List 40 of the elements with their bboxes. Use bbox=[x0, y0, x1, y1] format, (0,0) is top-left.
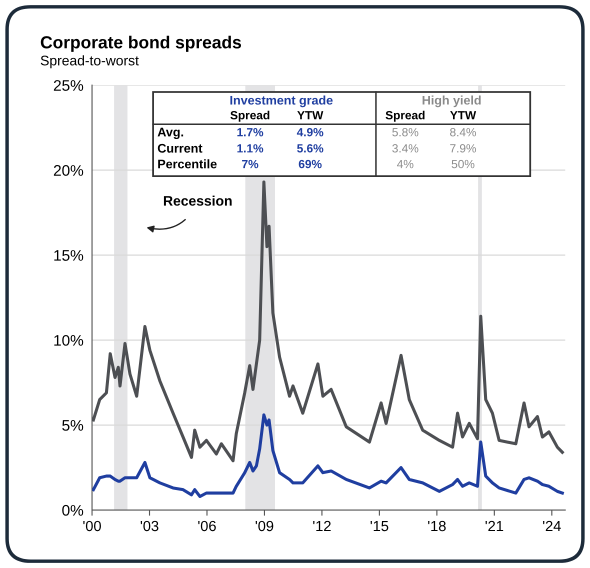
annotation: 4% bbox=[397, 160, 414, 168]
annotation: 4.9% bbox=[296, 128, 324, 136]
x-tick-label: '24 bbox=[543, 520, 561, 532]
x-tick-label: '15 bbox=[370, 521, 388, 532]
annotation: 1.1% bbox=[237, 144, 264, 152]
annotation: Investment grade bbox=[230, 95, 333, 108]
x-tick-label: '09 bbox=[256, 520, 274, 532]
annotation: 50% bbox=[452, 160, 474, 168]
annotation: 3.4% bbox=[392, 144, 418, 153]
annotation: 69% bbox=[298, 160, 322, 168]
y-tick-label: 20% bbox=[54, 165, 84, 176]
annotation: Current bbox=[158, 144, 202, 153]
chart-title: Corporate bond spreads bbox=[40, 36, 242, 52]
y-tick-label: 15% bbox=[54, 250, 84, 261]
annotation: 7% bbox=[242, 160, 258, 168]
y-tick-label: 5% bbox=[62, 420, 84, 431]
annotation: YTW bbox=[450, 111, 476, 120]
x-tick-label: '21 bbox=[486, 520, 504, 532]
annotation: 1.7% bbox=[237, 128, 264, 136]
annotation: Spread bbox=[230, 110, 270, 122]
annotation: Recession bbox=[164, 196, 232, 206]
y-tick-label: 0% bbox=[62, 504, 84, 516]
annotation: Percentile bbox=[158, 159, 217, 168]
x-tick-label: '00 bbox=[83, 520, 101, 532]
x-tick-label: '06 bbox=[198, 520, 216, 532]
annotation: Spread bbox=[386, 110, 425, 122]
y-tick-label: 25% bbox=[54, 80, 84, 91]
chart-subtitle: Spread-to-worst bbox=[40, 55, 139, 68]
line-series bbox=[92, 413, 564, 498]
x-tick-label: '12 bbox=[313, 520, 331, 532]
y-tick-label: 10% bbox=[54, 334, 84, 346]
x-tick-label: '18 bbox=[428, 520, 446, 532]
annotation: YTW bbox=[297, 111, 324, 120]
annotation: Avg. bbox=[158, 128, 184, 140]
annotation: High yield bbox=[422, 95, 481, 108]
annotation: 5.8% bbox=[392, 128, 418, 136]
annotation: 5.6% bbox=[297, 144, 324, 153]
annotation: 8.4% bbox=[450, 128, 476, 136]
x-tick-label: '03 bbox=[140, 520, 158, 532]
annotation: 7.9% bbox=[450, 144, 476, 153]
